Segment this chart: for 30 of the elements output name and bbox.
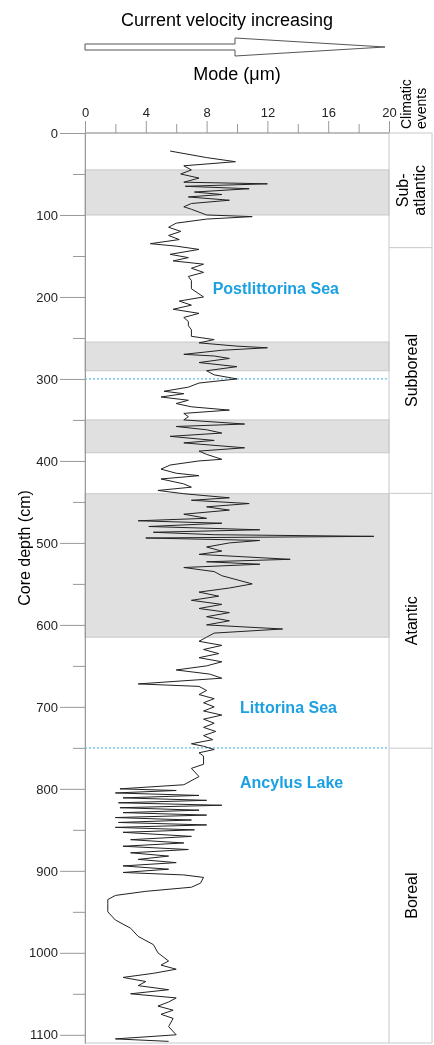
x-tick-label: 20: [382, 105, 397, 120]
legend-title: Climatic events: [398, 79, 429, 129]
annotation: Littorina Sea: [240, 698, 338, 716]
y-tick-label: 700: [36, 699, 58, 715]
line-series: [107, 150, 375, 1042]
y-tick-label: 900: [36, 863, 58, 879]
text: Boreal: [402, 872, 420, 919]
x-tick-label: 16: [321, 105, 336, 120]
y-tick-label: 1000: [29, 945, 58, 961]
y-tick-label: 600: [36, 617, 58, 633]
y-tick-label: 300: [36, 371, 58, 387]
y-tick-label: 500: [36, 535, 58, 551]
x-tick-label: 4: [142, 105, 150, 120]
y-tick-label: 200: [36, 289, 58, 305]
text: Atantic: [402, 596, 420, 646]
y-tick-label: 400: [36, 453, 58, 469]
text: Sub-atlantic: [393, 164, 428, 216]
y-axis-title: Core depth (cm): [16, 490, 33, 606]
x-tick-label: 12: [260, 105, 276, 120]
annotation: Ancylus Lake: [240, 774, 344, 792]
text: Subboreal: [402, 334, 420, 407]
y-tick-label: 800: [36, 781, 58, 797]
y-tick-label: 1100: [30, 1027, 58, 1043]
text: Current velocity increasing: [120, 10, 334, 30]
y-tick-label: 100: [36, 207, 58, 223]
annotation: Postlittorina Sea: [212, 280, 340, 298]
y-tick-label: 0: [50, 125, 58, 141]
x-tick-label: 0: [81, 105, 90, 120]
x-axis-title: Mode (μm): [193, 64, 281, 84]
x-tick-label: 8: [203, 105, 211, 120]
